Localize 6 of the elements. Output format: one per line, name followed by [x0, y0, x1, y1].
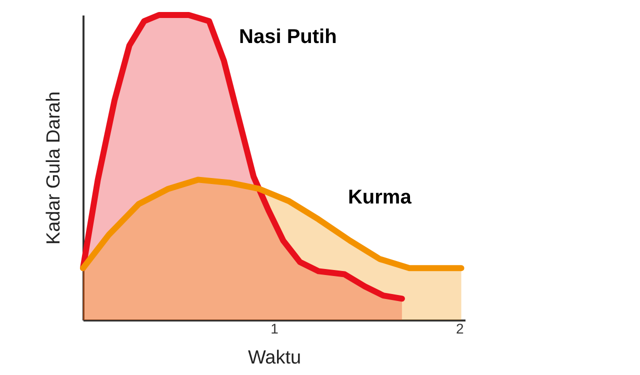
x-tick-label: 2	[456, 320, 464, 336]
y-axis-title: Kadar Gula Darah	[44, 91, 64, 245]
series-label: Nasi Putih	[239, 26, 337, 48]
x-axis-title: Waktu	[248, 348, 302, 368]
x-tick-label: 1	[270, 320, 279, 336]
series-label: Kurma	[348, 186, 412, 209]
